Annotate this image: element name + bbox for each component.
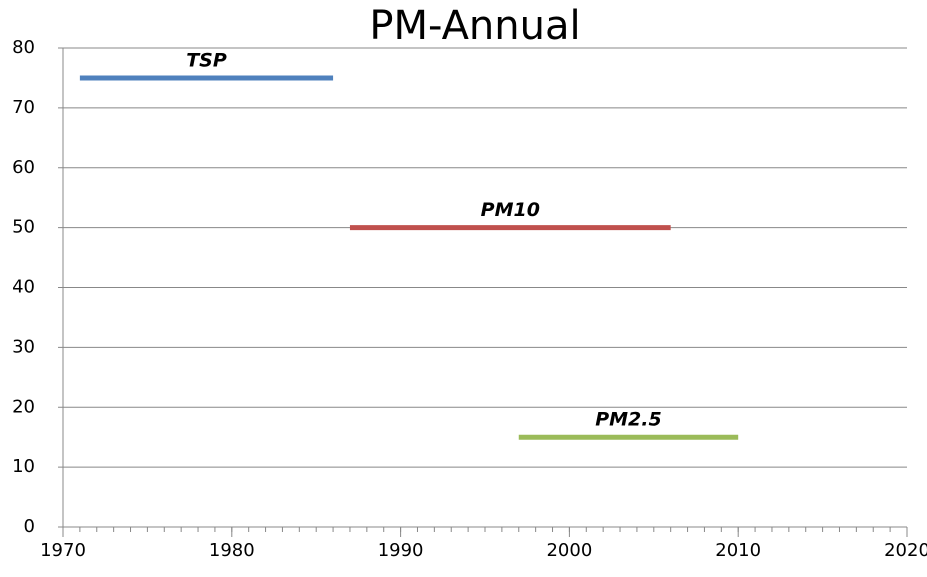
series-label: TSP: [186, 49, 227, 71]
y-tick-label: 80: [12, 37, 35, 58]
series-label: PM2.5: [595, 409, 662, 431]
x-tick-label: 1990: [378, 540, 424, 561]
y-tick-label: 40: [12, 277, 35, 298]
y-tick-label: 20: [12, 396, 35, 417]
y-tick-label: 30: [12, 336, 35, 357]
series-label: PM10: [481, 199, 540, 221]
y-tick-label: 70: [12, 97, 35, 118]
y-tick-label: 60: [12, 157, 35, 178]
x-tick-label: 2000: [546, 540, 592, 561]
x-tick-label: 1970: [40, 540, 86, 561]
x-tick-label: 1980: [209, 540, 255, 561]
x-tick-label: 2010: [715, 540, 761, 561]
chart-title: PM-Annual: [369, 3, 580, 49]
y-tick-label: 0: [24, 516, 35, 537]
y-tick-label: 50: [12, 217, 35, 238]
y-tick-label: 10: [12, 456, 35, 477]
x-tick-label: 2020: [884, 540, 927, 561]
